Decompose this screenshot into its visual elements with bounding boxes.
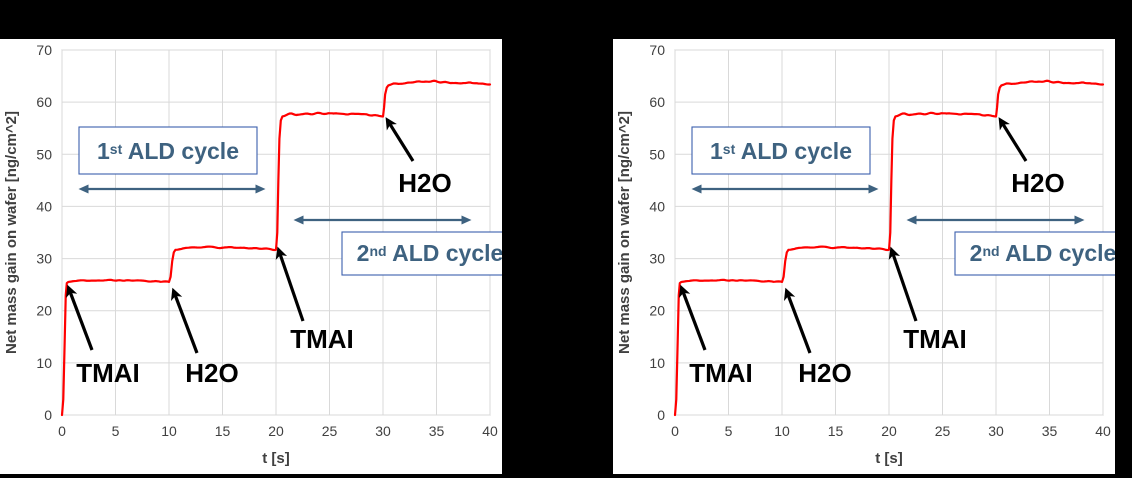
svg-text:35: 35 xyxy=(1042,423,1058,439)
svg-text:60: 60 xyxy=(649,94,665,110)
svg-text:5: 5 xyxy=(725,423,733,439)
svg-text:20: 20 xyxy=(649,303,665,319)
svg-text:Net mass gain on wafer [ng/cm^: Net mass gain on wafer [ng/cm^2] xyxy=(616,111,633,354)
svg-text:15: 15 xyxy=(828,423,844,439)
svg-text:30: 30 xyxy=(988,423,1004,439)
svg-text:70: 70 xyxy=(649,42,665,58)
svg-text:35: 35 xyxy=(429,423,445,439)
svg-text:30: 30 xyxy=(36,251,52,267)
svg-text:0: 0 xyxy=(671,423,679,439)
svg-text:0: 0 xyxy=(44,407,52,423)
svg-text:30: 30 xyxy=(375,423,391,439)
svg-text:TMAI: TMAI xyxy=(290,324,354,354)
svg-text:50: 50 xyxy=(649,146,665,162)
svg-text:15: 15 xyxy=(215,423,231,439)
svg-text:60: 60 xyxy=(36,94,52,110)
svg-text:20: 20 xyxy=(36,303,52,319)
svg-text:10: 10 xyxy=(649,355,665,371)
svg-text:0: 0 xyxy=(657,407,665,423)
svg-text:0: 0 xyxy=(58,423,66,439)
svg-text:H2O: H2O xyxy=(398,168,451,198)
svg-text:40: 40 xyxy=(482,423,498,439)
svg-text:25: 25 xyxy=(322,423,338,439)
svg-text:H2O: H2O xyxy=(185,358,238,388)
svg-text:20: 20 xyxy=(268,423,284,439)
svg-text:10: 10 xyxy=(774,423,790,439)
svg-text:TMAI: TMAI xyxy=(903,324,967,354)
svg-text:10: 10 xyxy=(161,423,177,439)
svg-text:20: 20 xyxy=(881,423,897,439)
svg-text:25: 25 xyxy=(935,423,951,439)
svg-text:30: 30 xyxy=(649,251,665,267)
svg-text:TMAI: TMAI xyxy=(689,358,753,388)
svg-text:TMAI: TMAI xyxy=(76,358,140,388)
svg-text:40: 40 xyxy=(1095,423,1111,439)
svg-text:Net mass gain on wafer [ng/cm^: Net mass gain on wafer [ng/cm^2] xyxy=(3,111,20,354)
svg-text:40: 40 xyxy=(36,198,52,214)
svg-text:H2O: H2O xyxy=(1011,168,1064,198)
svg-text:50: 50 xyxy=(36,146,52,162)
svg-text:70: 70 xyxy=(36,42,52,58)
svg-text:10: 10 xyxy=(36,355,52,371)
svg-text:40: 40 xyxy=(649,198,665,214)
svg-text:t [s]: t [s] xyxy=(875,450,903,467)
svg-text:H2O: H2O xyxy=(798,358,851,388)
svg-text:t [s]: t [s] xyxy=(262,450,290,467)
svg-text:5: 5 xyxy=(112,423,120,439)
